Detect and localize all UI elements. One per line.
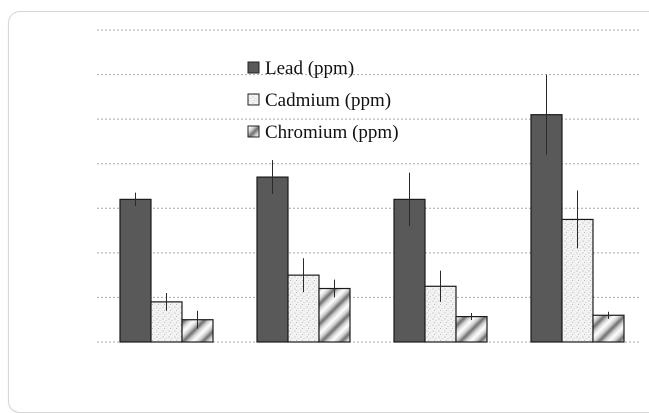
legend-item-chromium: Chromium (ppm) <box>247 122 399 143</box>
bar-lead-2 <box>256 176 289 343</box>
error-bars <box>135 74 609 329</box>
legend: Lead (ppm) Cadmium (ppm) Chromium (ppm) <box>247 58 399 143</box>
legend-item-lead: Lead (ppm) <box>247 58 354 79</box>
legend-swatch-chromium <box>247 125 260 138</box>
legend-label-lead: Lead (ppm) <box>265 58 354 79</box>
legend-swatch-cadmium <box>247 93 260 106</box>
legend-label-cadmium: Cadmium (ppm) <box>265 90 391 111</box>
bar-chromium-4 <box>592 314 625 343</box>
legend-item-cadmium: Cadmium (ppm) <box>247 90 391 111</box>
legend-label-chromium: Chromium (ppm) <box>265 122 399 143</box>
legend-swatch-lead <box>247 61 260 74</box>
bars <box>119 114 625 343</box>
bar-chromium-3 <box>455 315 488 343</box>
bar-chart: Lead (ppm) Cadmium (ppm) Chromium (ppm) <box>97 29 640 343</box>
bar-lead-1 <box>119 198 152 343</box>
